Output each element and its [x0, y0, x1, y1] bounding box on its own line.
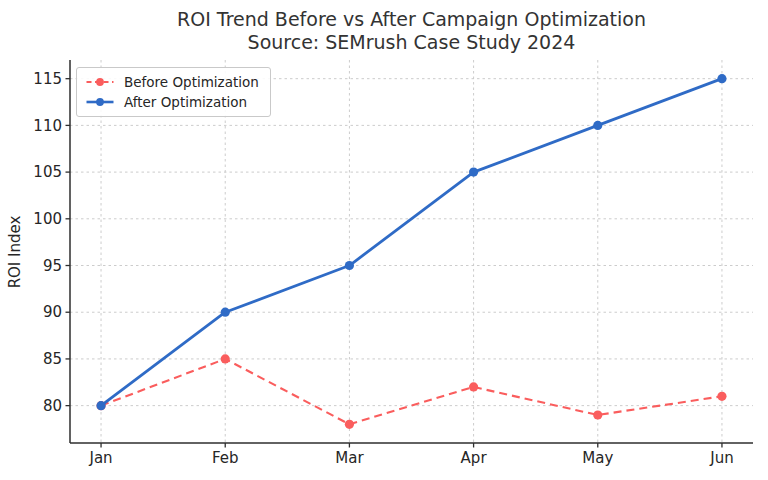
y-tick-label-85: 85 — [43, 350, 62, 368]
grid-layer — [70, 60, 753, 443]
x-tick-label-mar: Mar — [335, 449, 364, 467]
legend-item-after-optimization: After Optimization — [85, 94, 259, 110]
x-tick-label-may: May — [582, 449, 613, 467]
y-axis-label: ROI Index — [6, 216, 24, 289]
legend-label-after-optimization: After Optimization — [124, 94, 247, 110]
legend-label-before-optimization: Before Optimization — [124, 74, 259, 90]
data-point-after-optimization-jan — [96, 401, 105, 410]
data-point-before-optimization-feb — [221, 354, 230, 363]
data-point-after-optimization-apr — [469, 167, 478, 176]
y-tick-label-115: 115 — [33, 70, 62, 88]
series-line-after-optimization — [101, 79, 722, 406]
chart-legend: Before Optimization After Optimization — [76, 67, 271, 117]
x-tick-label-feb: Feb — [212, 449, 239, 467]
y-tick-label-100: 100 — [33, 210, 62, 228]
legend-line-sample-after-optimization — [85, 95, 115, 109]
data-point-after-optimization-may — [593, 121, 602, 130]
data-point-before-optimization-jun — [717, 392, 726, 401]
legend-item-before-optimization: Before Optimization — [85, 74, 259, 90]
x-tick-label-jan: Jan — [88, 449, 112, 467]
y-tick-label-95: 95 — [43, 257, 62, 275]
series-layer — [96, 74, 726, 429]
legend-sample-marker — [96, 98, 104, 106]
y-tick-label-80: 80 — [43, 397, 62, 415]
data-point-before-optimization-mar — [345, 420, 354, 429]
legend-line-sample-before-optimization — [85, 75, 115, 89]
legend-sample-marker — [96, 78, 104, 86]
y-tick-label-105: 105 — [33, 163, 62, 181]
data-point-after-optimization-mar — [345, 261, 354, 270]
y-tick-label-90: 90 — [43, 303, 62, 321]
x-tick-label-jun: Jun — [709, 449, 733, 467]
y-tick-label-110: 110 — [33, 117, 62, 135]
data-point-before-optimization-apr — [469, 382, 478, 391]
series-line-before-optimization — [101, 359, 722, 424]
data-point-after-optimization-feb — [221, 308, 230, 317]
data-point-before-optimization-may — [593, 410, 602, 419]
data-point-after-optimization-jun — [717, 74, 726, 83]
axes-layer: 80 85 90 95 100 105 110 115 Jan Feb Mar Apr May Jun — [33, 60, 753, 467]
x-tick-label-apr: Apr — [461, 449, 488, 467]
roi-trend-chart-figure: ROI Trend Before vs After Campaign Optim… — [0, 0, 768, 480]
